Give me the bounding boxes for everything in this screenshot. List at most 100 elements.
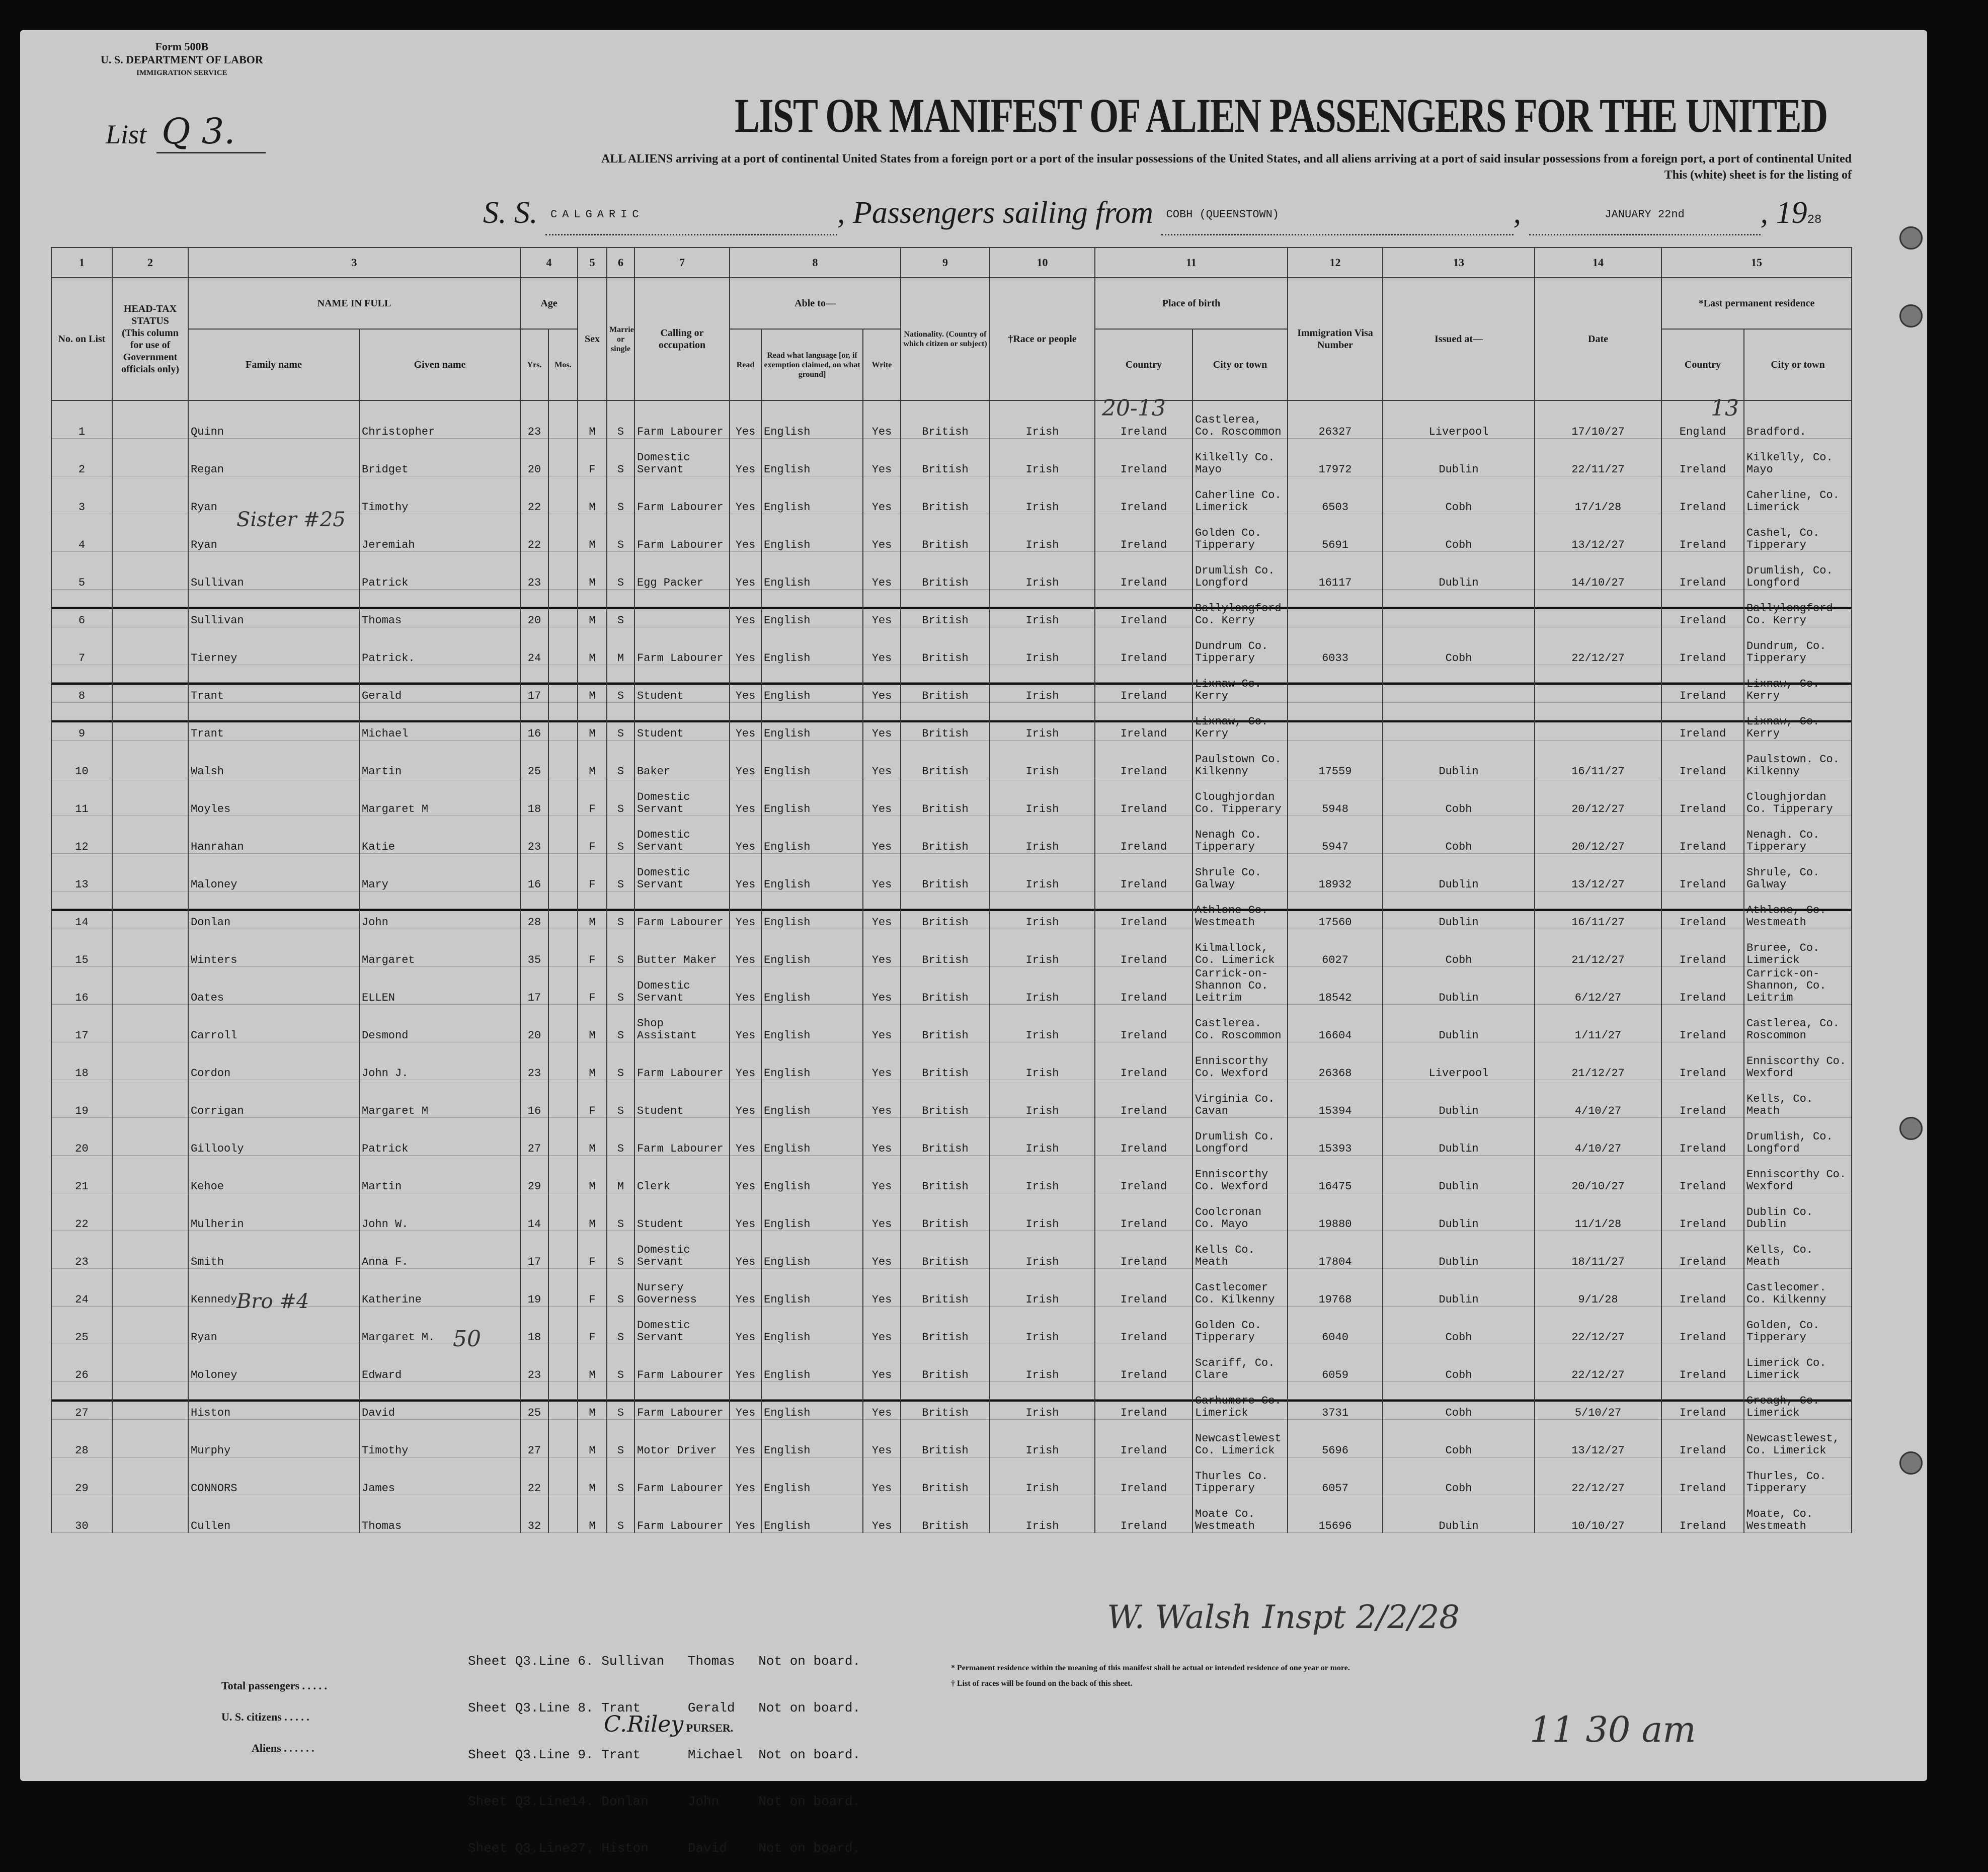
residence-city: Creagh, Co. Limerick (1743, 1381, 1853, 1420)
birth-country: Ireland (1094, 551, 1193, 590)
visa-issued-at: Cobh (1382, 514, 1536, 552)
nationality: British (900, 702, 990, 741)
age-years: 23 (520, 400, 549, 439)
head-tax-cell (112, 438, 189, 476)
birth-city: Paulstown Co. Kilkenny (1191, 740, 1289, 778)
race: Irish (989, 966, 1095, 1005)
can-write: Yes (862, 1080, 901, 1118)
birth-city: Lixnaw Co. Kerry (1191, 665, 1289, 703)
read-language: English (761, 740, 863, 778)
marital-status: S (606, 665, 635, 703)
race: Irish (989, 1117, 1095, 1156)
col-sex: Sex (577, 277, 607, 401)
read-language: English (761, 891, 863, 929)
birth-city: Athlone Co. Westmeath (1191, 891, 1289, 929)
row-number: 2 (51, 438, 113, 476)
race: Irish (989, 514, 1095, 552)
family-name: Kehoe (188, 1155, 360, 1193)
can-read: Yes (729, 438, 762, 476)
marital-status: M (606, 1155, 635, 1193)
can-read: Yes (729, 702, 762, 741)
birth-city: Carhumore Co. Limerick (1191, 1381, 1289, 1420)
race: Irish (989, 778, 1095, 816)
visa-issued-at (1382, 589, 1536, 627)
visa-issued-at: Dublin (1382, 740, 1536, 778)
race: Irish (989, 1231, 1095, 1269)
residence-country: Ireland (1661, 1268, 1745, 1307)
birth-city: Drumlish Co. Longford (1191, 1117, 1289, 1156)
race: Irish (989, 816, 1095, 854)
row-number: 26 (51, 1344, 113, 1382)
visa-date: 5/10/27 (1534, 1381, 1662, 1420)
given-name: Bridget (359, 438, 521, 476)
family-name: Cordon (188, 1042, 360, 1080)
given-name: Patrick (359, 551, 521, 590)
col-nationality: Nationality. (Country of which citizen o… (900, 277, 990, 401)
sex: F (577, 1231, 607, 1269)
marital-status: S (606, 1268, 635, 1307)
visa-number: 5947 (1287, 816, 1384, 854)
birth-country: Ireland (1094, 1193, 1193, 1231)
table-row: 4 Ryan Jeremiah 22 M S Farm Labourer Yes English… (51, 514, 1853, 552)
age-months (548, 476, 578, 514)
family-name: Tierney (188, 627, 360, 665)
birth-city: Thurles Co. Tipperary (1191, 1457, 1289, 1495)
sex: M (577, 665, 607, 703)
visa-issued-at: Cobh (1382, 1306, 1536, 1344)
col-no: No. on List (51, 277, 113, 401)
age-years: 20 (520, 589, 549, 627)
head-tax-cell (112, 1155, 189, 1193)
given-name: David (359, 1381, 521, 1420)
table-row: 23 Smith Anna F. 17 F S Domestic Servant Yes Eng… (51, 1231, 1853, 1269)
sailing-date: JANUARY 22nd (1529, 196, 1761, 236)
age-years: 23 (520, 551, 549, 590)
table-row: 28 Murphy Timothy 27 M S Motor Driver Yes Englis… (51, 1419, 1853, 1457)
residence-country: Ireland (1661, 665, 1745, 703)
read-language: English (761, 1117, 863, 1156)
visa-date: 4/10/27 (1534, 1117, 1662, 1156)
footnotes: * Permanent residence within the meaning… (951, 1664, 1350, 1688)
row-number: 14 (51, 891, 113, 929)
residence-city: Drumlish, Co. Longford (1743, 1117, 1853, 1156)
occupation: Domestic Servant (634, 816, 730, 854)
can-read: Yes (729, 1495, 762, 1533)
residence-country: Ireland (1661, 778, 1745, 816)
sex: F (577, 1306, 607, 1344)
read-language: English (761, 665, 863, 703)
given-name: Desmond (359, 1004, 521, 1042)
visa-issued-at: Dublin (1382, 551, 1536, 590)
read-language: English (761, 1080, 863, 1118)
row-number: 15 (51, 929, 113, 967)
read-language: English (761, 1457, 863, 1495)
age-months (548, 929, 578, 967)
residence-country: Ireland (1661, 1155, 1745, 1193)
residence-city: Dundrum, Co. Tipperary (1743, 627, 1853, 665)
given-name: Edward (359, 1344, 521, 1382)
visa-date: 17/10/27 (1534, 400, 1662, 439)
age-months (548, 589, 578, 627)
marital-status: S (606, 891, 635, 929)
residence-city: Caherline, Co. Limerick (1743, 476, 1853, 514)
row-number: 13 (51, 853, 113, 891)
table-row: 15 Winters Margaret 35 F S Butter Maker Yes Engl… (51, 929, 1853, 967)
age-years: 25 (520, 1381, 549, 1420)
marital-status: S (606, 1231, 635, 1269)
residence-city: Limerick Co. Limerick (1743, 1344, 1853, 1382)
can-write: Yes (862, 1004, 901, 1042)
family-name: Trant (188, 702, 360, 741)
read-language: English (761, 1344, 863, 1382)
birth-country: Ireland (1094, 1344, 1193, 1382)
can-read: Yes (729, 1042, 762, 1080)
nationality: British (900, 929, 990, 967)
race: Irish (989, 589, 1095, 627)
age-months (548, 1231, 578, 1269)
row-number: 5 (51, 551, 113, 590)
list-number-value: Q 3. (156, 111, 266, 153)
age-months (548, 740, 578, 778)
head-tax-cell (112, 551, 189, 590)
birth-country: Ireland (1094, 929, 1193, 967)
row-number: 1 (51, 400, 113, 439)
visa-issued-at: Cobh (1382, 778, 1536, 816)
nationality: British (900, 1344, 990, 1382)
visa-number: 6059 (1287, 1344, 1384, 1382)
